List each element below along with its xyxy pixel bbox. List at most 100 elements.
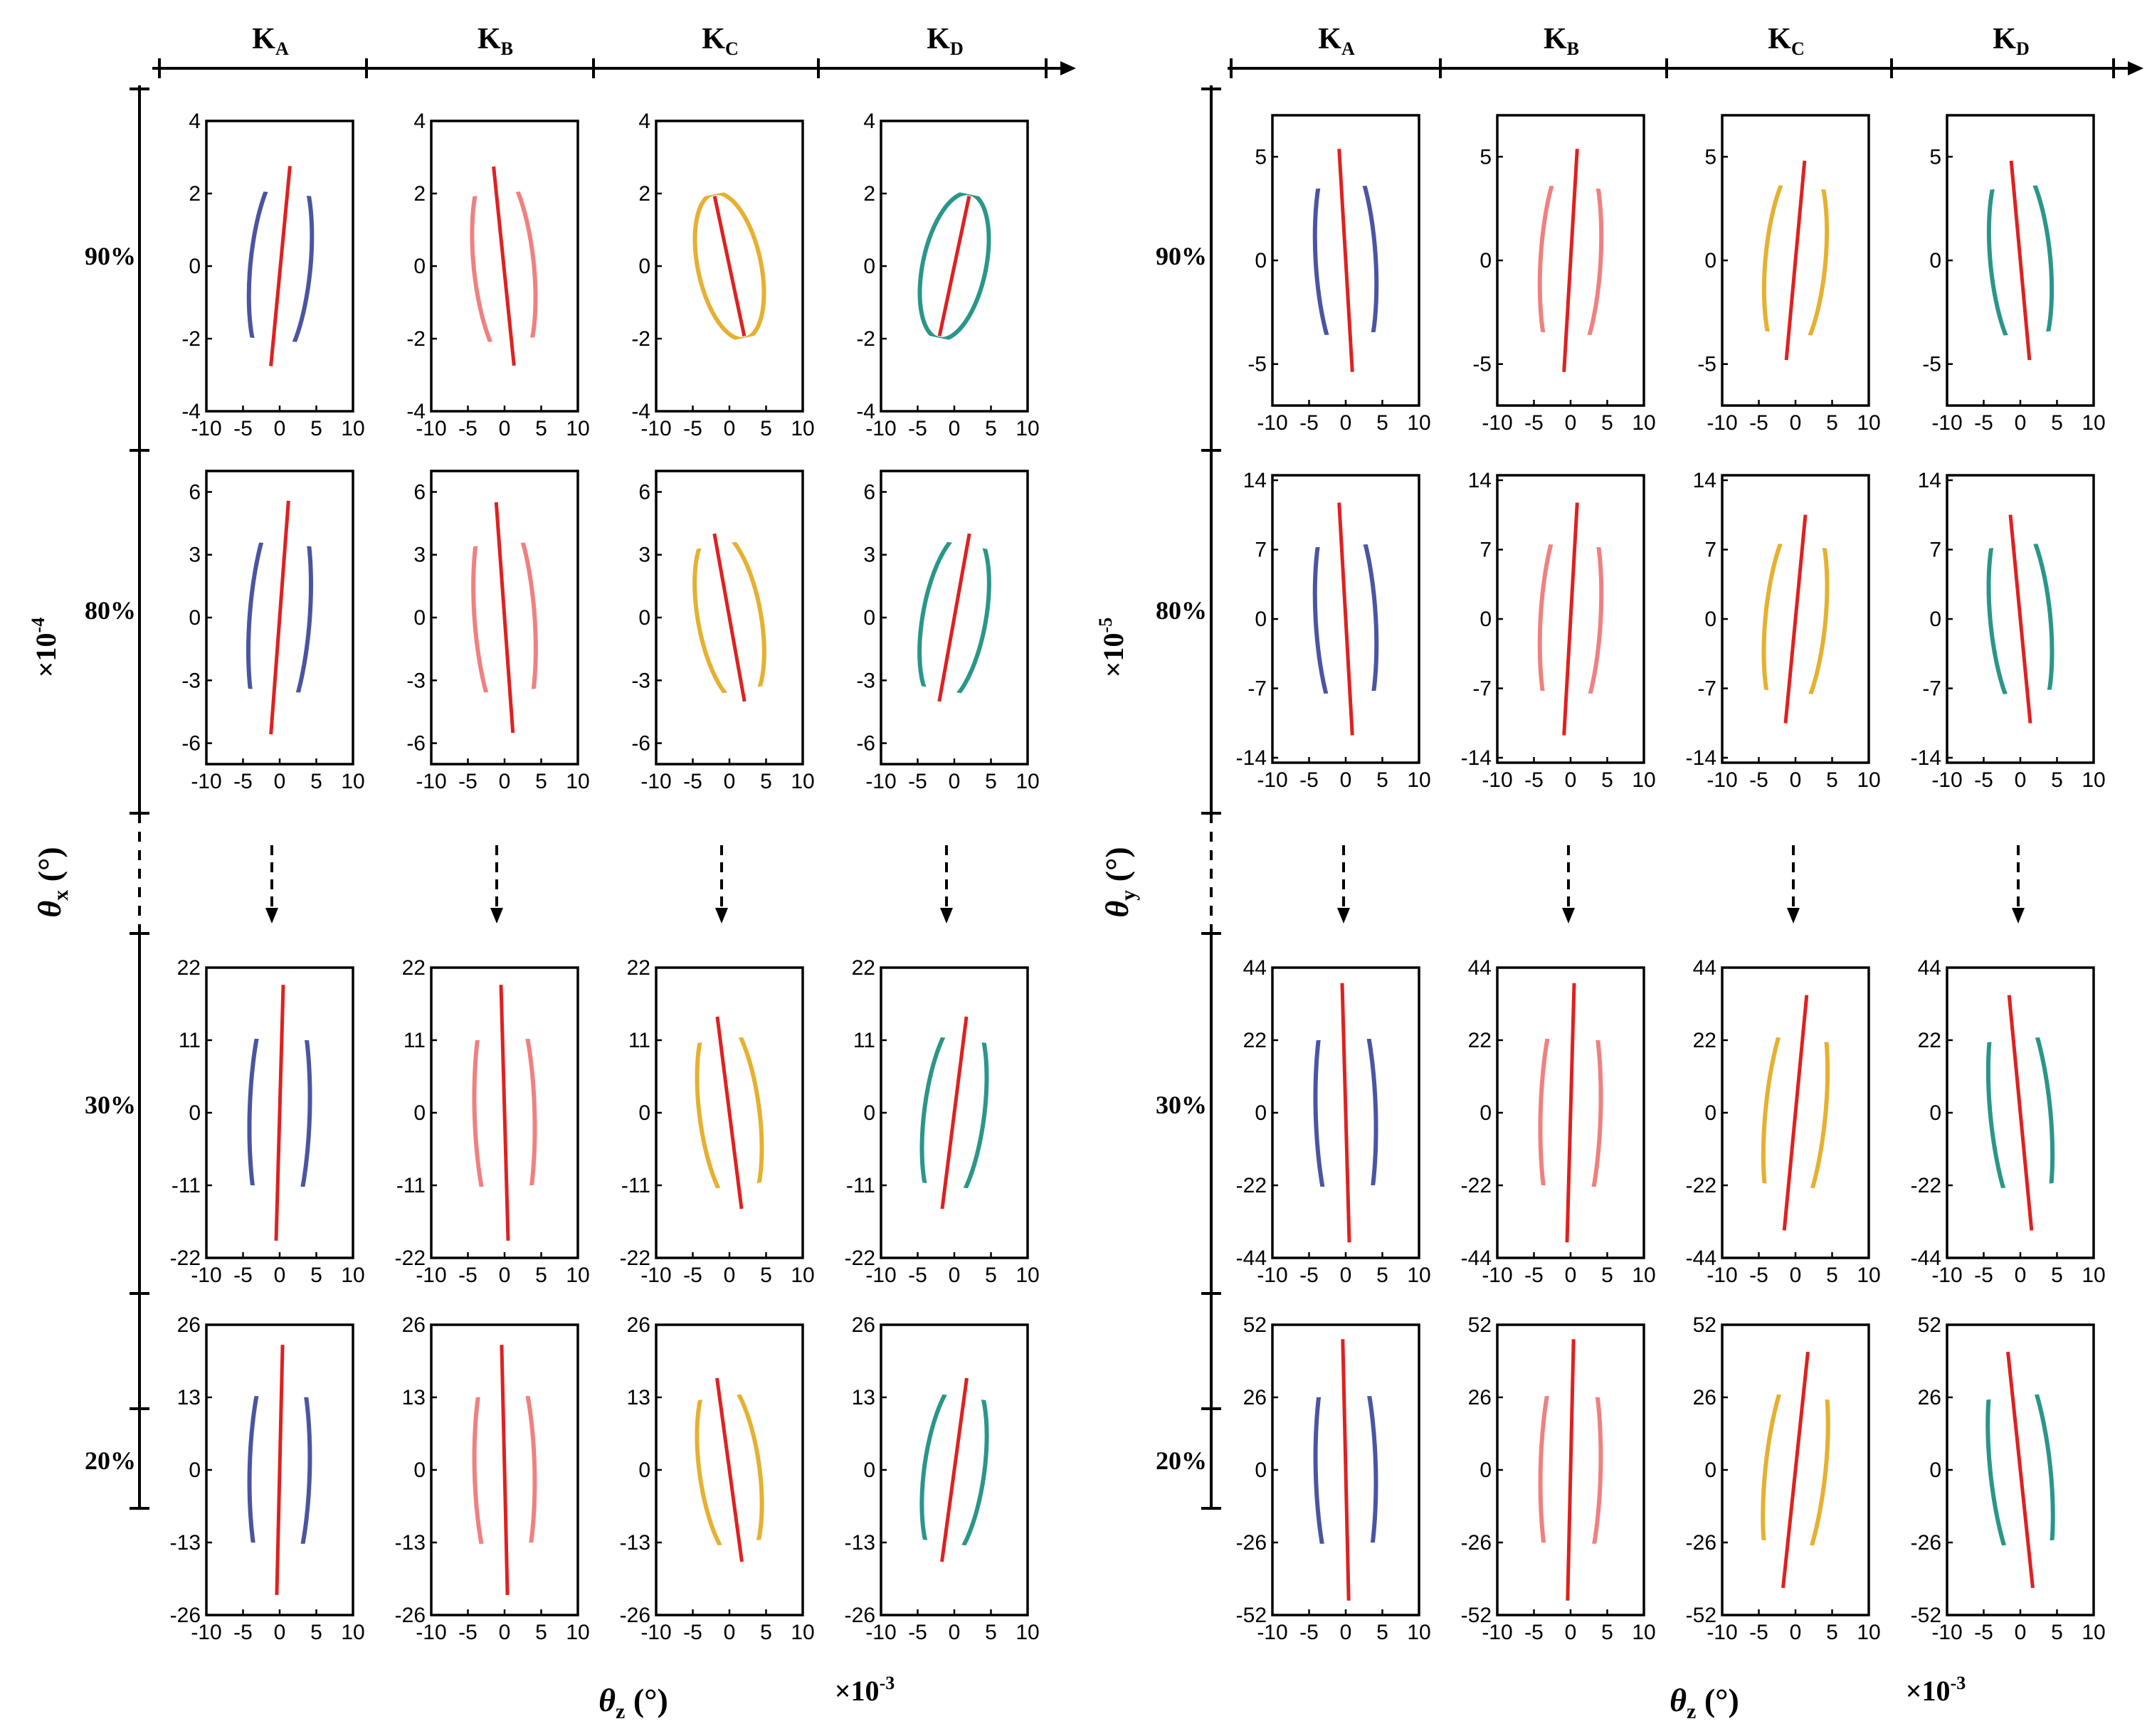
x-tick-label: -5 — [908, 1264, 927, 1287]
x-tick-label: -5 — [1299, 1264, 1319, 1287]
major-axis-line — [274, 985, 285, 1241]
column-header-KC: KC — [702, 23, 738, 59]
y-tick-label: 11 — [179, 1029, 201, 1052]
x-tick-label: -5 — [1749, 411, 1768, 435]
y-tick-label: -6 — [181, 732, 201, 756]
subplot-KD-row3: -10 -5 0 5 10 -22 -11 0 11 22 — [845, 956, 1040, 1287]
x-tick-label: -5 — [683, 770, 702, 793]
y-tick-label: -22 — [1236, 1174, 1267, 1197]
y-tick-label: 7 — [1255, 538, 1267, 561]
major-axis-line — [1340, 983, 1351, 1243]
y-tick-label: 0 — [1255, 608, 1267, 631]
x-tick-label: 0 — [1340, 411, 1352, 435]
x-tick-label: -10 — [1482, 768, 1512, 792]
panel-left: KA KB KC KD 90% 80% 30% 20% θx (°) ×10-4 θz (°) ×10… — [28, 23, 1076, 1723]
x-tick-label: 5 — [985, 417, 997, 440]
x-tick-label: -5 — [908, 417, 927, 440]
x-tick-label: 5 — [1601, 1621, 1613, 1644]
y-tick-label: -26 — [1686, 1531, 1716, 1555]
y-tick-label: 0 — [1704, 1101, 1716, 1125]
ellipse-KC — [1761, 174, 1830, 347]
y-tick-label: 3 — [413, 544, 426, 567]
x-tick-label: -10 — [191, 417, 221, 440]
ellipse-KB — [1538, 1035, 1603, 1190]
y-tick-label: 0 — [1929, 249, 1941, 272]
y-tick-label: 22 — [1918, 1029, 1941, 1052]
y-tick-label: 0 — [1480, 1459, 1492, 1482]
x-tick-label: -10 — [640, 1621, 671, 1644]
ellipse-KB — [470, 179, 538, 355]
y-tick-label: 2 — [413, 182, 426, 206]
major-axis-line — [940, 1377, 969, 1562]
y-tick-label: -13 — [845, 1531, 875, 1555]
column-header-KD: KD — [927, 23, 963, 59]
x-tick-label: -10 — [865, 417, 896, 440]
y-tick-label: 0 — [638, 255, 650, 278]
x-tick-label: 10 — [1016, 1621, 1039, 1644]
y-tick-label: -7 — [1697, 677, 1716, 701]
y-tick-label: -13 — [395, 1531, 426, 1555]
x-tick-label: 10 — [791, 417, 814, 440]
y-tick-label: -52 — [1236, 1604, 1267, 1627]
x-tick-label: 0 — [1340, 1264, 1352, 1287]
x-tick-label: -10 — [191, 770, 221, 793]
ellipse-KD — [1985, 1026, 2055, 1200]
ellipse-KB — [1538, 1393, 1603, 1547]
subplot-KD-row2: -10 -5 0 5 10 -6 -3 0 3 6 — [856, 470, 1040, 793]
x-tick-label: 0 — [499, 417, 511, 440]
x-tick-label: -10 — [1707, 1621, 1737, 1644]
y-tick-label: -14 — [1686, 746, 1716, 770]
x-tick-label: -10 — [1257, 411, 1287, 435]
column-header-KA: KA — [252, 23, 289, 59]
x-tick-label: 5 — [1826, 1621, 1838, 1644]
x-tick-label: -5 — [683, 1621, 702, 1644]
ellipse-KC — [695, 1377, 764, 1562]
y-tick-label: 14 — [1693, 469, 1716, 492]
y-tick-label: 22 — [1243, 1029, 1267, 1052]
y-tick-label: 11 — [628, 1029, 650, 1052]
x-tick-label: -5 — [458, 1264, 478, 1287]
x-tick-label: -10 — [640, 770, 671, 793]
subplot-KA-row4: -10 -5 0 5 10 -52 -26 0 26 52 — [1236, 1313, 1431, 1644]
subplot-KC-row3: -10 -5 0 5 10 -22 -11 0 11 22 — [620, 956, 815, 1287]
ellipse-KC — [1761, 532, 1830, 706]
y-tick-label: 14 — [1468, 469, 1492, 492]
y-tick-label: 0 — [189, 255, 201, 278]
ellipse-KD — [919, 1377, 989, 1562]
x-tick-label: 10 — [1857, 411, 1880, 435]
y-tick-label: -14 — [1911, 746, 1941, 770]
x-tick-label: 10 — [2082, 411, 2105, 435]
x-tick-label: -10 — [1482, 1264, 1512, 1287]
y-tick-label: 13 — [852, 1386, 875, 1409]
x-tick-label: -10 — [640, 1264, 671, 1287]
major-axis-line — [269, 166, 292, 366]
major-axis-line — [1341, 1339, 1351, 1601]
y-tick-label: 13 — [627, 1386, 650, 1409]
x-tick-label: -10 — [1482, 411, 1512, 435]
row-label: 90% — [85, 242, 136, 270]
x-tick-label: 0 — [949, 1264, 961, 1287]
ellipse-KD — [1985, 1382, 2055, 1558]
ellipse-KD — [1986, 532, 2055, 706]
y-tick-label: -22 — [1911, 1174, 1941, 1197]
y-tick-label: -44 — [1236, 1247, 1267, 1270]
x-tick-label: -10 — [1482, 1621, 1512, 1644]
subplot-KC-row2: -10 -5 0 5 10 -6 -3 0 3 6 — [631, 470, 815, 793]
x-tick-label: 0 — [1790, 1264, 1802, 1287]
x-tick-label: -10 — [1931, 1264, 1962, 1287]
x-tick-label: 0 — [2015, 768, 2027, 792]
transition-arrow-head — [2012, 908, 2025, 923]
x-tick-label: -10 — [416, 417, 446, 440]
y-tick-label: 0 — [1704, 608, 1716, 631]
y-tick-label: -14 — [1236, 746, 1267, 770]
x-tick-label: -5 — [1749, 768, 1768, 792]
x-tick-label: 0 — [499, 1264, 511, 1287]
y-tick-label: 0 — [1704, 249, 1716, 272]
y-tick-label: 26 — [1468, 1386, 1492, 1409]
y-tick-label: 44 — [1243, 956, 1267, 980]
x-tick-label: 10 — [1407, 1621, 1430, 1644]
y-tick-label: -44 — [1686, 1247, 1716, 1270]
x-tick-label: 0 — [724, 1264, 736, 1287]
y-tick-label: -2 — [856, 327, 875, 351]
x-tick-label: -10 — [1257, 1264, 1287, 1287]
